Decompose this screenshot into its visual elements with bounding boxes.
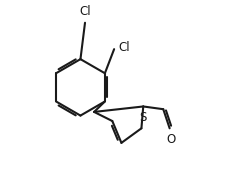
Text: O: O [166,133,175,146]
Text: S: S [140,111,147,124]
Text: Cl: Cl [79,5,91,18]
Text: Cl: Cl [119,41,130,54]
